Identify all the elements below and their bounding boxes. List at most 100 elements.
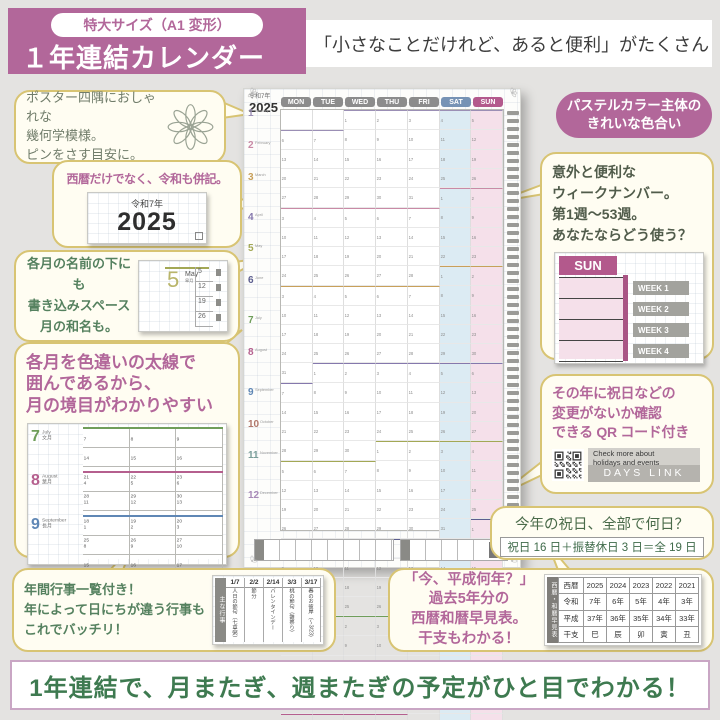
day-number: 27 [376, 352, 382, 357]
day-number: 3 [281, 217, 284, 222]
day-number: 25 [313, 274, 318, 279]
snippet-day-cell: 8 [130, 428, 177, 447]
day-number: 11 [408, 391, 413, 396]
calendar-day-cell: 22 [376, 500, 408, 519]
snippet-month-september: 9September長月1238910151617222324 [31, 514, 224, 593]
callout-corner-pattern-text: ポスター四隅におしゃれな 幾何学模様。 ピンをさす目安に。 [26, 90, 157, 162]
sun-column-row [559, 299, 623, 320]
week-number-badge [507, 159, 519, 163]
calendar-day-cell: 1 [376, 441, 408, 461]
day-number: 9 [471, 294, 475, 299]
calendar-week-row: 21 22 23 24 25 26 27 [281, 422, 504, 441]
day-number: 15 [440, 236, 445, 241]
snippet-day-number: 28 [83, 493, 89, 499]
day-number: 31 [281, 371, 287, 376]
day-number: 23 [471, 255, 477, 260]
calendar-day-cell: 5 [281, 461, 313, 481]
day-number: 10 [281, 236, 287, 241]
calendar-day-cell: 10 [281, 306, 313, 325]
era-card-corner-mark [195, 232, 203, 240]
snippet-day-number: 17 [177, 562, 183, 568]
day-number: 12 [281, 489, 287, 494]
snippet-day-number: 26 [130, 537, 136, 543]
calendar-day-cell: 26 [281, 519, 313, 539]
snippet-day-number: 27 [177, 537, 183, 543]
day-number: 11 [471, 469, 477, 474]
era-table-row: 西暦 2025 2024 2023 2022 2021 [558, 578, 698, 595]
calendar-day-cell: 20 [312, 500, 345, 519]
month-number: 4 [248, 211, 254, 223]
calendar-day-cell: 1 [439, 266, 472, 286]
calendar-day-cell: 10 [376, 383, 408, 403]
calendar-day-cell: 20 [471, 403, 504, 422]
calendar-day-cell: 16 [344, 403, 377, 422]
snippet-month-label: 8 August 葉月 [31, 471, 83, 515]
calendar-year-block: 令和7年 2025 [249, 94, 278, 116]
day-number: 14 [408, 314, 414, 319]
snippet-day-cell: 13 [176, 491, 224, 510]
week-number-badge [507, 167, 519, 171]
day-number: 11 [440, 138, 445, 143]
week-number-badge [507, 271, 519, 275]
day-number: 19 [471, 158, 477, 163]
calendar-week-row: 10 11 12 13 14 15 16 [281, 228, 504, 247]
month-name: June [254, 276, 263, 281]
day-number: 7 [408, 217, 411, 222]
day-number: 31 [408, 196, 414, 201]
day-number: 3 [376, 372, 380, 377]
day-number: 3 [408, 119, 411, 124]
day-number: 20 [313, 508, 318, 513]
era-card-era-label: 令和7年 [130, 199, 163, 209]
day-number: 14 [408, 236, 414, 241]
calendar-day-cell: 10 [407, 130, 440, 150]
day-number: 21 [408, 255, 414, 260]
calendar-week-row: 13 14 15 16 17 18 19 [281, 150, 504, 169]
era-year-card: 令和7年 2025 [87, 192, 207, 244]
calendar-day-cell: 25 [407, 422, 440, 441]
day-header-thu: THU [377, 97, 407, 107]
snippet-day-number: 21 [83, 474, 89, 480]
snippet-day-number: 14 [83, 455, 89, 461]
calendar-day-cell: 17 [407, 150, 440, 169]
day-header-sun: SUN [473, 97, 503, 107]
snippet-day-cell: 5 [130, 472, 177, 491]
calendar-day-cell: 19 [471, 150, 504, 169]
day-number: 15 [313, 411, 318, 416]
day-number: 17 [376, 411, 382, 416]
calendar-week-row: 1 2 3 4 5 [281, 110, 504, 130]
month-label-november: 11 November [248, 451, 292, 461]
week-number-badge [507, 199, 519, 203]
snippet-day-number: 9 [130, 543, 134, 549]
snippet-day-number: 22 [130, 474, 136, 480]
day-number: 21 [313, 177, 318, 182]
calendar-day-cell: 21 [407, 325, 440, 344]
month-name: September [254, 387, 274, 392]
day-number: 26 [281, 527, 287, 532]
snippet-day-number: 3 [177, 524, 180, 530]
month-label-april: 4 April [248, 211, 269, 223]
day-number: 24 [281, 274, 287, 279]
day-number: 20 [376, 255, 382, 260]
calendar-day-cell: 24 [439, 500, 472, 519]
calendar-day-cell: 18 [439, 150, 472, 169]
era-table-cell: 西暦 [558, 578, 583, 594]
callout-month-border: 各月を色違いの太線で 囲んであるから、 月の境目がわかりやすい 7 July 文月 7… [14, 342, 240, 593]
annual-events-strip-label [255, 540, 264, 560]
sun-column-header: SUN [559, 256, 617, 275]
week-number-badge [507, 407, 519, 411]
calendar-day-cell: 6 [312, 461, 345, 481]
week-number-badge [507, 215, 519, 219]
snippet-month-grid: 7 8 9 14 15 16 21 22 23 28 29 30 [83, 426, 224, 505]
day-number: 25 [313, 352, 318, 357]
snippet-month-grid: 4 5 6 11 12 13 18 19 20 25 26 27 [83, 470, 224, 549]
calendar-day-cell: 17 [281, 247, 313, 266]
sun-column-edge [623, 275, 628, 361]
week-number-badge [507, 111, 519, 115]
day-number: 26 [345, 352, 350, 357]
calendar-day-cell: 9 [344, 383, 377, 403]
calendar-day-cell: 5 [439, 363, 472, 383]
day-number: 29 [440, 352, 445, 357]
calendar-day-cell: 13 [376, 306, 408, 325]
callout-qr-text: その年に祝日などの 変更がないか確認 できる QR コード付き [552, 385, 689, 441]
